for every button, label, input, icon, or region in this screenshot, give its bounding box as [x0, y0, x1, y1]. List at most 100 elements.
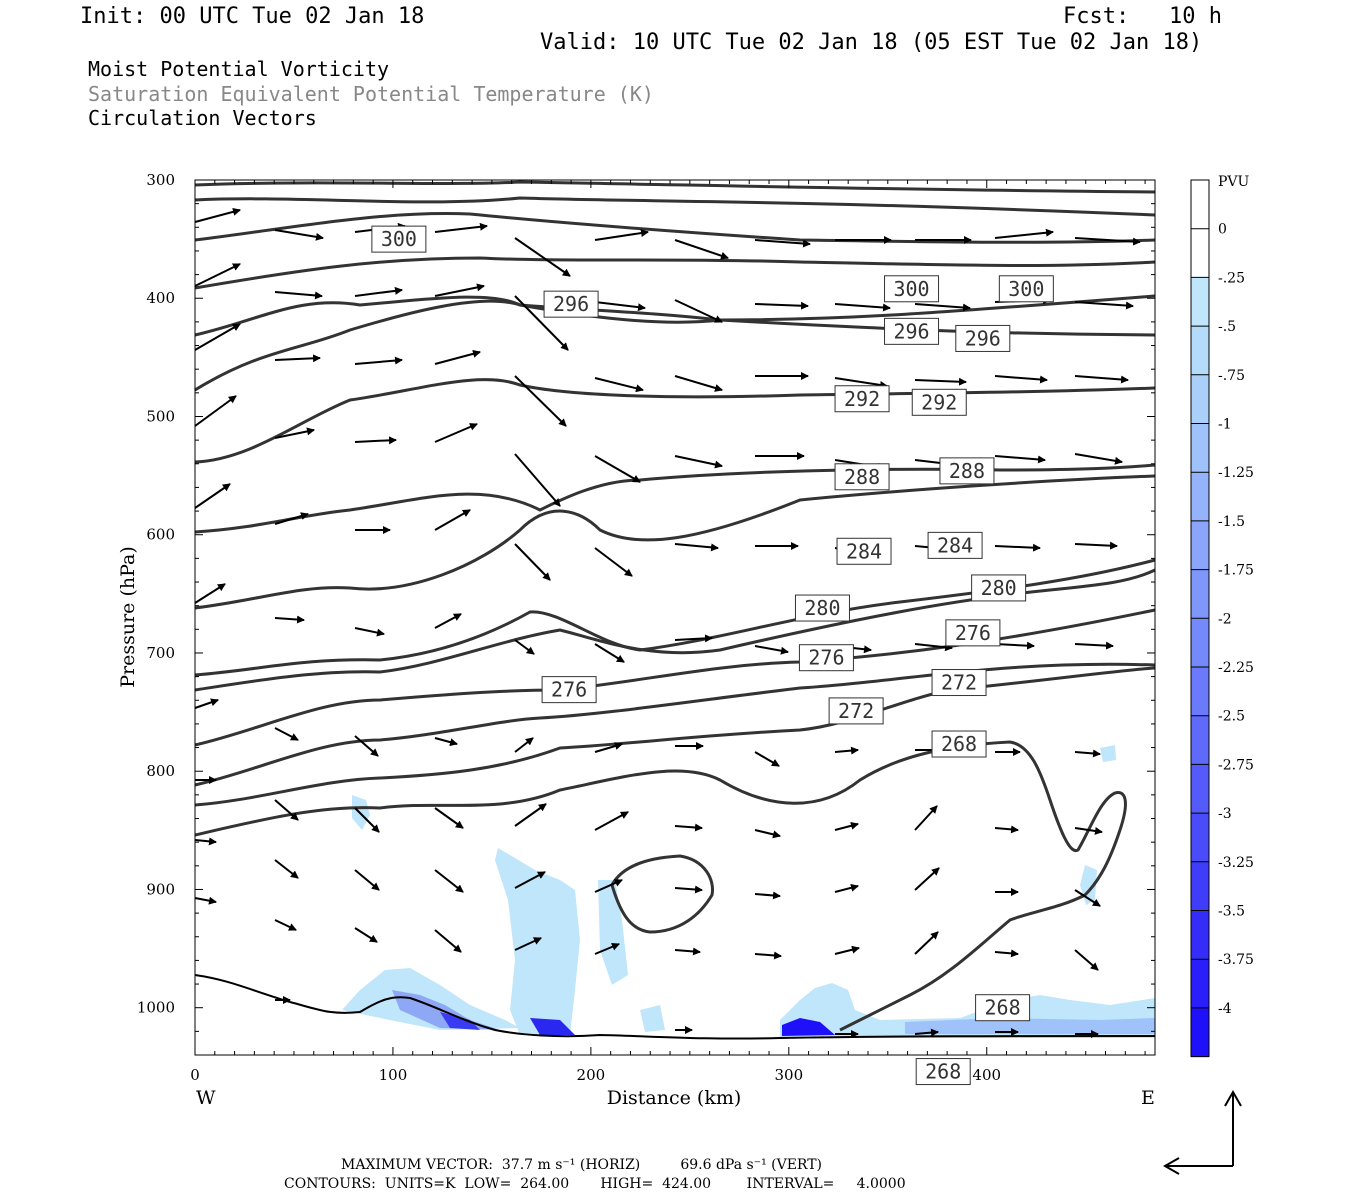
y-tick-label: 800 — [146, 762, 175, 780]
vector-arrow — [754, 951, 782, 960]
y-tick-label: 400 — [146, 289, 175, 307]
contour-label: 276 — [945, 619, 1001, 647]
vector-arrow — [674, 375, 723, 392]
isentrope-line — [194, 212, 1156, 244]
vector-arrow — [1074, 827, 1103, 835]
vector-arrow — [674, 947, 701, 956]
colorbar: PVU 0 -.25 -.5 -.75 -1 -1.25 -1.5 -1.75 -2 -2.25 -2… — [1190, 174, 1254, 1058]
vector-arrow — [434, 929, 462, 953]
vector-arrow — [1074, 749, 1101, 758]
colorbar-swatch — [1191, 228, 1209, 278]
vector-arrow — [354, 286, 403, 297]
contour-label-text: 292 — [844, 387, 880, 411]
reference-vector-arrow — [1162, 1089, 1242, 1175]
vector-arrow — [914, 377, 967, 386]
contour-label: 300 — [884, 275, 940, 303]
mpv-region — [598, 880, 628, 985]
vector-arrow — [194, 698, 219, 709]
axes: 0 100 200 300 400 300 400 500 600 700 800 900 1000 — [137, 171, 1155, 1084]
contour-label-text: 272 — [838, 699, 874, 723]
vector-arrow — [434, 807, 464, 829]
contour-label: 296 — [955, 324, 1011, 352]
vector-arrow — [514, 453, 561, 507]
contour-label: 300 — [998, 275, 1054, 303]
init-time: Init: 00 UTC Tue 02 Jan 18 — [80, 4, 425, 29]
isentrope-line — [194, 474, 1156, 610]
colorbar-swatch — [1191, 910, 1209, 960]
vector-arrow — [274, 727, 299, 741]
vector-arrow — [594, 547, 633, 577]
contour-label: 272 — [931, 669, 987, 697]
isentrope-line — [194, 180, 1156, 194]
y-tick-label: 600 — [146, 526, 175, 544]
contour-label: 268 — [915, 1058, 971, 1086]
contour-label: 296 — [884, 317, 940, 345]
colorbar-label: -1 — [1218, 417, 1232, 433]
vector-arrow — [674, 634, 713, 643]
vector-arrow — [1074, 453, 1123, 465]
colorbar-label: -2 — [1218, 611, 1232, 627]
vector-arrow — [354, 927, 378, 943]
x-tick-label: 300 — [774, 1066, 803, 1084]
isentrope-line — [194, 740, 1127, 1032]
vector-arrow — [914, 303, 971, 312]
max-vector-note: MAXIMUM VECTOR: 37.7 m s⁻¹ (HORIZ) 69.6 … — [341, 1157, 823, 1173]
mpv-region-core — [782, 1018, 835, 1036]
vector-arrow — [354, 807, 380, 833]
vector-arrow — [354, 735, 379, 757]
plot-frame — [194, 179, 1156, 1056]
colorbar-label: -2.25 — [1218, 660, 1254, 676]
valid-time: Valid: 10 UTC Tue 02 Jan 18 (05 EST Tue … — [540, 30, 1203, 55]
vector-arrow — [1074, 641, 1114, 650]
vector-arrow — [1074, 375, 1129, 384]
forecast-hour: Fcst: 10 h — [1063, 4, 1222, 29]
vector-arrow — [274, 427, 315, 439]
vector-arrow — [674, 543, 719, 552]
x-tick-label: 100 — [379, 1066, 408, 1084]
colorbar-label: -2.5 — [1218, 709, 1245, 725]
y-tick-label: 700 — [146, 644, 175, 662]
vector-arrow — [194, 323, 241, 351]
vector-arrow — [434, 222, 488, 233]
contour-label: 292 — [911, 388, 967, 416]
vector-arrow — [194, 483, 231, 509]
colorbar-label: -.25 — [1218, 270, 1245, 286]
contour-label-text: 284 — [846, 539, 882, 563]
contour-label-text: 280 — [804, 596, 840, 620]
vector-arrow — [194, 395, 237, 427]
vector-arrow — [674, 455, 723, 469]
vector-arrow — [1074, 949, 1099, 971]
vector-arrow — [274, 615, 305, 624]
x-axis-label: Distance (km) — [607, 1087, 742, 1109]
vector-arrow — [594, 377, 644, 393]
contour-label-text: 300 — [1008, 277, 1044, 301]
colorbar-label: -4 — [1218, 1001, 1232, 1017]
mpv-region — [640, 1005, 665, 1032]
vector-arrow — [914, 643, 953, 652]
field-title-vectors: Circulation Vectors — [88, 106, 317, 130]
contour-label-text: 292 — [921, 390, 957, 414]
y-tick-label: 300 — [146, 171, 175, 189]
vector-arrow — [274, 291, 323, 300]
vector-arrow — [354, 356, 403, 365]
contour-label-text: 284 — [937, 533, 973, 557]
isentrope-line — [194, 608, 1156, 747]
vector-arrow — [514, 937, 542, 951]
colorbar-swatch — [1191, 180, 1209, 230]
contours-note: CONTOURS: UNITS=K LOW= 264.00 HIGH= 424.… — [284, 1176, 906, 1192]
colorbar-label: -3.75 — [1218, 952, 1254, 968]
colorbar-unit: PVU — [1218, 174, 1250, 190]
vector-arrow — [434, 349, 481, 365]
vector-arrow — [834, 821, 859, 831]
vector-arrow — [274, 512, 309, 525]
isentropes — [194, 180, 1156, 1032]
contour-label-text: 280 — [981, 576, 1017, 600]
contour-label: 276 — [541, 676, 597, 704]
vector-arrow — [674, 239, 729, 260]
colorbar-swatch — [1191, 813, 1209, 863]
vector-arrow — [434, 509, 471, 531]
field-title-thetaes: Saturation Equivalent Potential Temperat… — [88, 82, 654, 106]
vector-arrow — [514, 871, 546, 889]
vector-arrow — [434, 869, 464, 893]
